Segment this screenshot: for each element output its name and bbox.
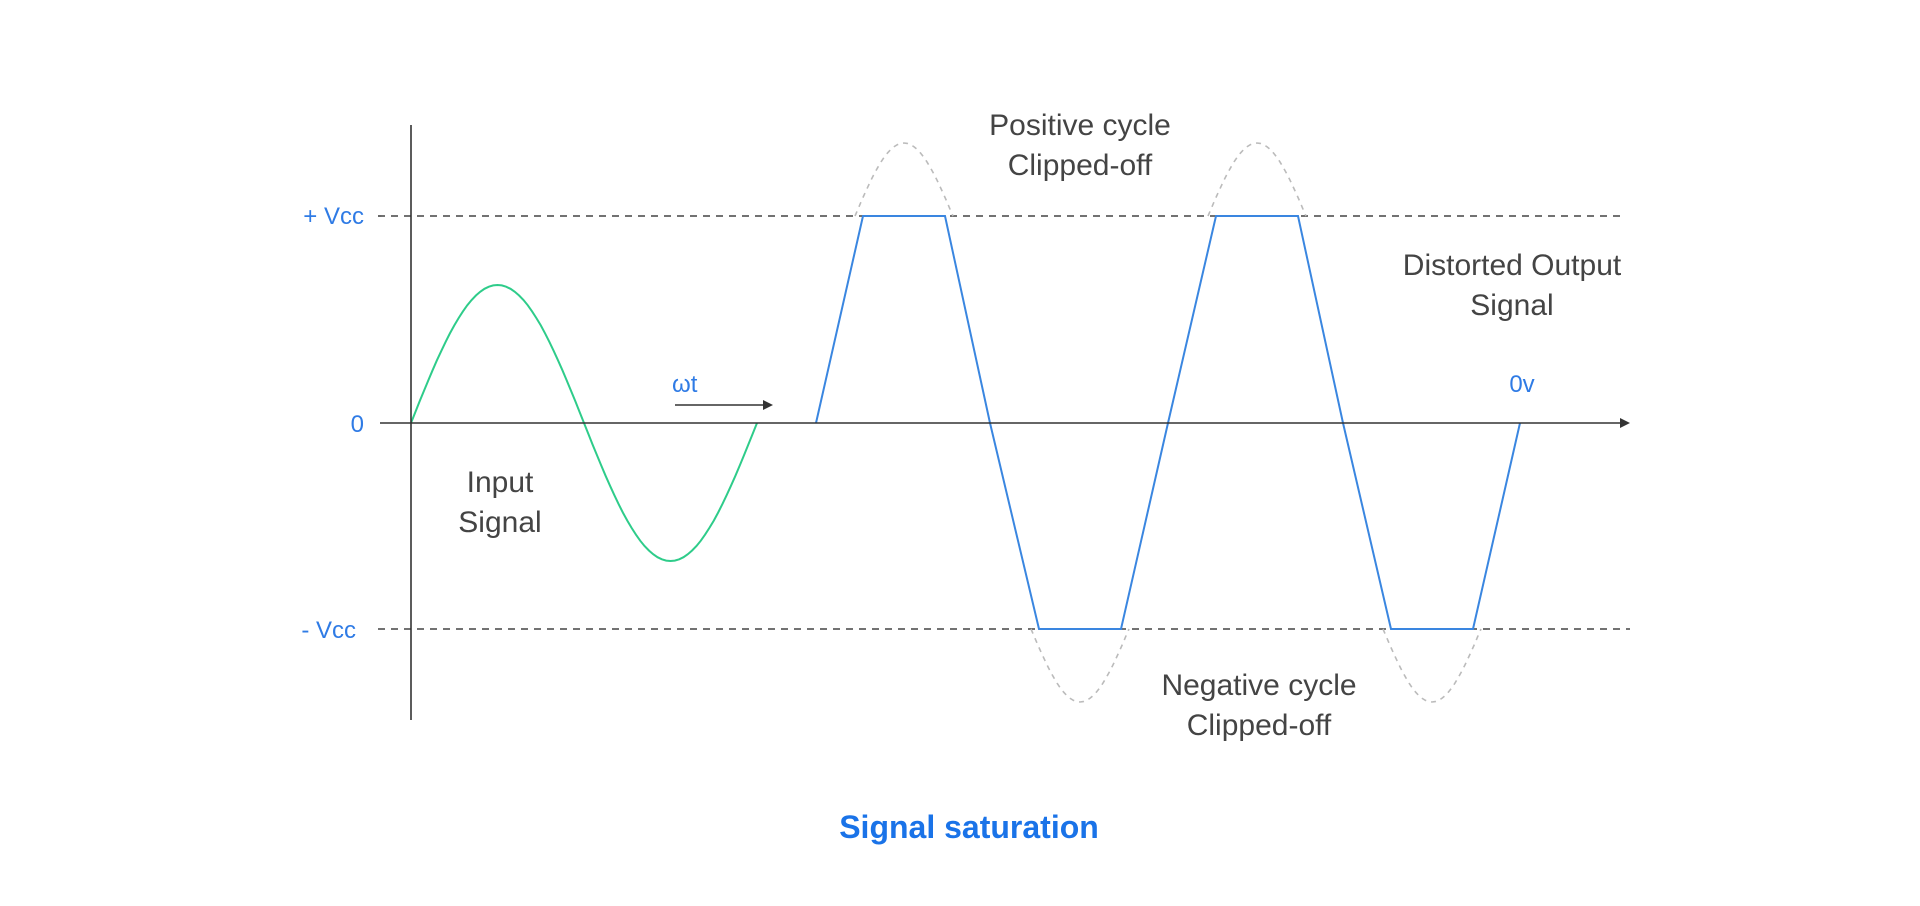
positive-cycle-label-line1: Positive cycle — [989, 109, 1171, 142]
input-signal-label-line2: Signal — [458, 506, 541, 539]
input-signal-label-line1: Input — [467, 466, 534, 499]
zero-level-label: 0 — [351, 411, 364, 438]
diagram-caption: Signal saturation — [839, 809, 1099, 845]
negative-ghost-arc-1 — [1030, 628, 1130, 703]
distorted-output-label-line1: Distorted Output — [1403, 249, 1622, 282]
positive-ghost-arc-1 — [854, 142, 954, 217]
negative-ghost-arc-2 — [1382, 628, 1482, 703]
clipped-off-ghost-arcs — [854, 142, 1482, 703]
positive-cycle-label-line2: Clipped-off — [1008, 149, 1153, 182]
negative-cycle-label-line2: Clipped-off — [1187, 709, 1332, 742]
positive-ghost-arc-2 — [1207, 142, 1307, 217]
omega-t-label: ωt — [672, 371, 698, 398]
distorted-output-label-line2: Signal — [1470, 289, 1553, 322]
zero-volt-label: 0v — [1509, 371, 1534, 398]
positive-vcc-label: + Vcc — [303, 203, 364, 230]
negative-vcc-label: - Vcc — [301, 617, 356, 644]
negative-cycle-label-line1: Negative cycle — [1161, 669, 1356, 702]
